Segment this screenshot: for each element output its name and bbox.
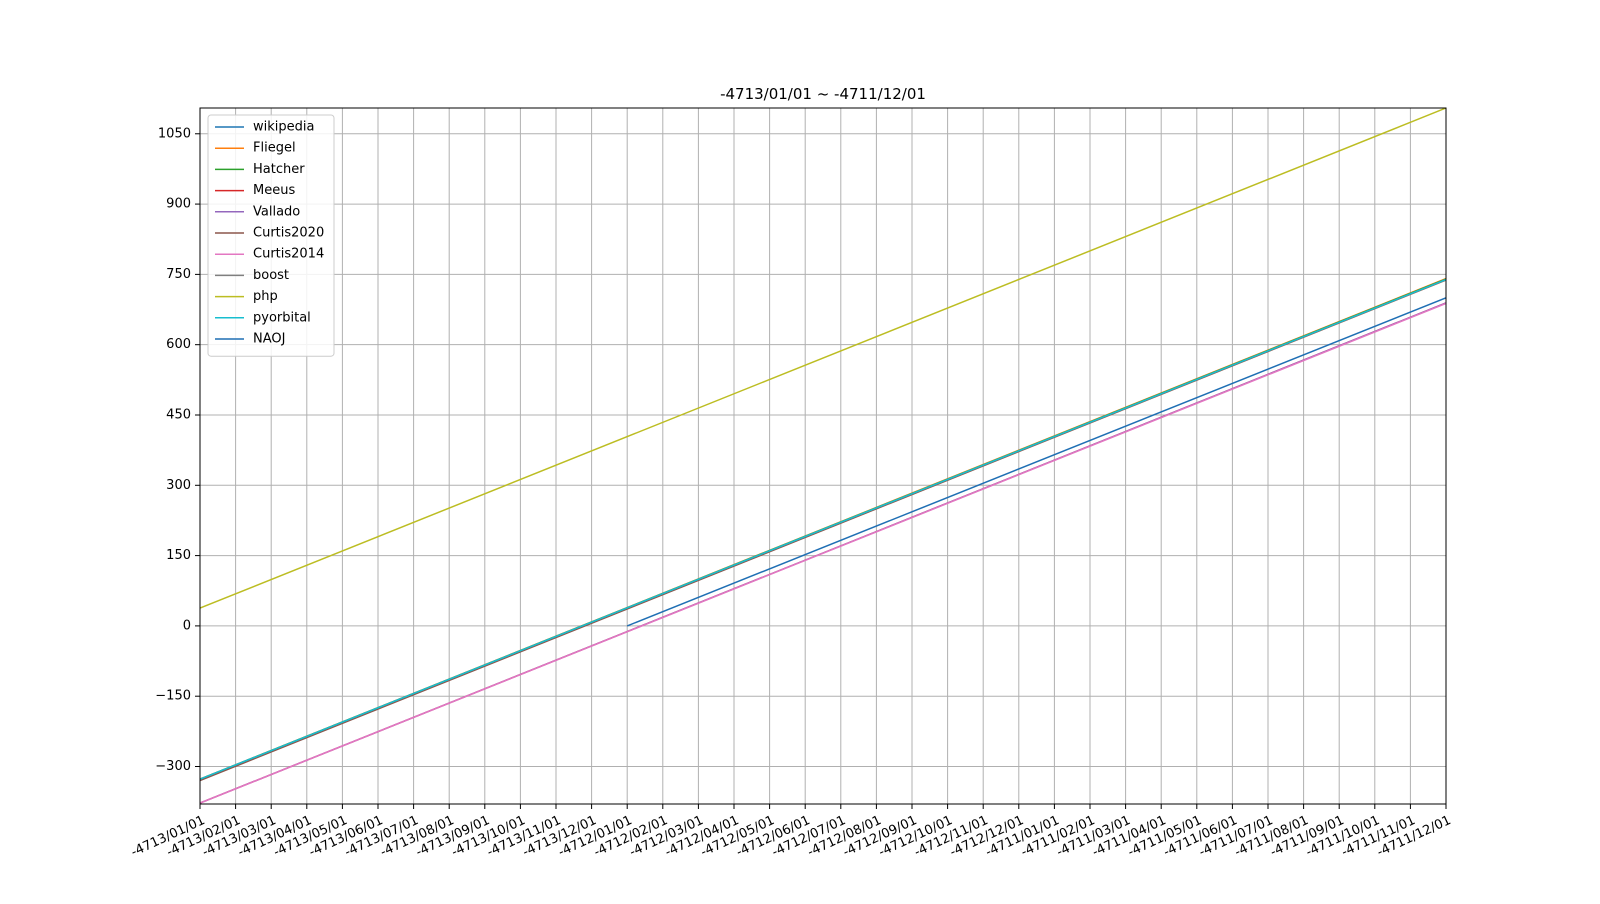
y-axis: −300 −150 0 150 300 450 600 750 900 1050 [155,126,200,774]
y-tick-label: 600 [166,337,191,352]
legend-label-hatcher: Hatcher [253,162,305,177]
y-tick-label: 0 [183,618,191,633]
x-axis: -4713/01/01-4713/02/01-4713/03/01-4713/0… [129,804,1453,860]
axes-frame [199,107,1447,805]
y-tick-label: 150 [166,548,191,563]
legend-label-curtis2014: Curtis2014 [253,247,324,262]
series-line-php [200,108,1446,609]
grid [199,108,1447,804]
series-line-naoj [626,297,1446,627]
y-tick-label: 300 [166,478,191,493]
y-tick-label: 450 [166,407,191,422]
series-line-curtis2014 [200,302,1446,804]
series-line-pyorbital [200,278,1446,780]
legend-label-curtis2020: Curtis2020 [253,226,324,241]
legend-label-meeus: Meeus [253,183,295,198]
legend: wikipedia Fliegel Hatcher Meeus Vallado Curti… [207,114,335,357]
legend-label-boost: boost [253,268,289,283]
legend-label-wikipedia: wikipedia [253,120,314,135]
legend-label-fliegel: Fliegel [253,141,296,156]
legend-label-naoj: NAOJ [253,332,285,347]
legend-label-php: php [253,289,278,304]
legend-label-vallado: Vallado [253,204,300,219]
y-tick-label: 900 [166,197,191,212]
series-lines [200,108,1446,804]
y-tick-label: 1050 [158,126,191,141]
y-tick-label: 750 [166,267,191,282]
legend-label-pyorbital: pyorbital [253,310,311,325]
y-tick-label: −300 [155,759,191,774]
y-tick-label: −150 [155,689,191,704]
chart-title: -4713/01/01 ~ -4711/12/01 [720,85,926,103]
